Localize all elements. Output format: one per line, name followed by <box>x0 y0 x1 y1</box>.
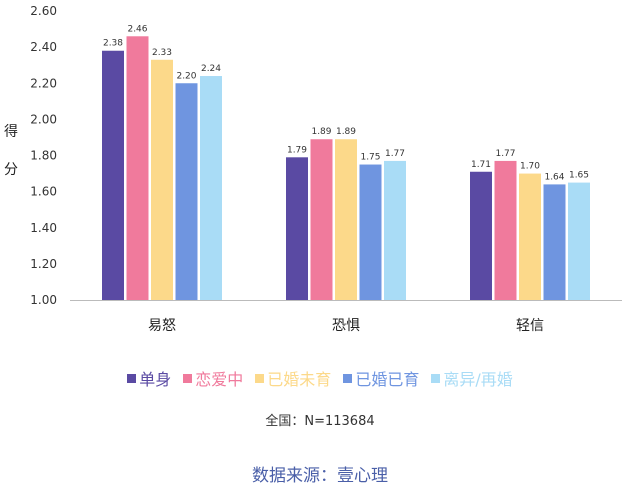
data-label: 1.64 <box>544 172 564 182</box>
bar <box>335 139 357 300</box>
data-label: 2.20 <box>176 71 196 81</box>
legend: 单身 恋爱中 已婚未育 已婚已育 离异/再婚 <box>0 366 640 390</box>
bar <box>151 59 173 300</box>
legend-label: 单身 <box>139 370 172 389</box>
sample-note: 全国：N=113684 <box>265 414 375 429</box>
bar <box>568 182 590 300</box>
bar <box>470 171 492 300</box>
data-label: 1.77 <box>495 149 515 159</box>
y-tick-label: 1.20 <box>30 257 57 271</box>
bar <box>384 160 406 300</box>
bar <box>543 184 566 300</box>
legend-swatch <box>255 373 265 383</box>
legend-swatch <box>183 373 193 383</box>
bar <box>175 83 198 300</box>
y-tick-label: 2.60 <box>30 4 57 18</box>
y-tick-label: 1.00 <box>30 293 57 307</box>
y-tick-label: 1.40 <box>30 221 57 235</box>
legend-label: 离异/再婚 <box>443 370 513 389</box>
data-label: 1.89 <box>336 127 356 137</box>
y-axis-label-char: 分 <box>4 162 18 178</box>
y-tick-label: 1.60 <box>30 185 57 199</box>
bar <box>519 173 541 300</box>
data-label: 1.77 <box>385 149 405 159</box>
legend-label: 已婚未育 <box>267 370 332 389</box>
bars <box>102 36 590 301</box>
y-tick-label: 2.40 <box>30 40 57 54</box>
data-label: 1.71 <box>471 160 491 170</box>
y-tick-label: 2.00 <box>30 112 57 126</box>
legend-swatch <box>343 373 353 383</box>
bar <box>200 76 222 301</box>
legend-item: 已婚已育 <box>343 366 419 390</box>
bar <box>359 164 382 300</box>
legend-label: 已婚已育 <box>355 370 420 389</box>
legend-swatch <box>431 373 441 383</box>
legend-label: 恋爱中 <box>195 370 244 389</box>
legend-item: 恋爱中 <box>183 366 243 390</box>
data-source: 数据来源：壹心理 <box>252 466 388 486</box>
bar <box>310 139 333 300</box>
category-label: 轻信 <box>516 318 544 334</box>
bar <box>102 50 124 300</box>
data-labels: 2.38 2.46 2.33 2.20 2.24 1.79 1.89 1.89 1.75 1.77… <box>103 24 589 182</box>
legend-item: 离异/再婚 <box>431 366 513 390</box>
legend-item: 单身 <box>127 366 171 390</box>
bar <box>286 157 308 300</box>
y-axis-label-char: 得 <box>4 123 18 140</box>
data-label: 1.75 <box>360 153 380 163</box>
y-axis: 1.00 1.20 1.40 1.60 1.80 2.00 2.20 2.40 2.60 <box>30 4 57 307</box>
data-label: 1.65 <box>569 171 589 181</box>
data-label: 1.79 <box>287 145 307 155</box>
category-label: 恐惧 <box>332 318 360 334</box>
y-tick-label: 2.20 <box>30 76 57 90</box>
data-label: 2.38 <box>103 39 123 49</box>
data-label: 1.70 <box>520 162 540 172</box>
data-label: 2.33 <box>152 48 172 58</box>
bar-chart: 1.001.201.401.601.802.002.202.402.60 得分 … <box>4 4 622 334</box>
bar <box>494 160 517 300</box>
data-label: 2.46 <box>127 24 147 34</box>
x-axis: 易怒 恐惧 轻信 <box>70 300 622 334</box>
data-label: 1.89 <box>311 127 331 137</box>
data-label: 2.24 <box>201 64 221 74</box>
legend-swatch <box>127 373 137 383</box>
y-tick-label: 1.80 <box>30 149 57 163</box>
legend-item: 已婚未育 <box>255 366 331 390</box>
y-axis-label: 得分 <box>4 123 18 178</box>
category-label: 易怒 <box>148 318 176 334</box>
bar <box>126 36 149 300</box>
